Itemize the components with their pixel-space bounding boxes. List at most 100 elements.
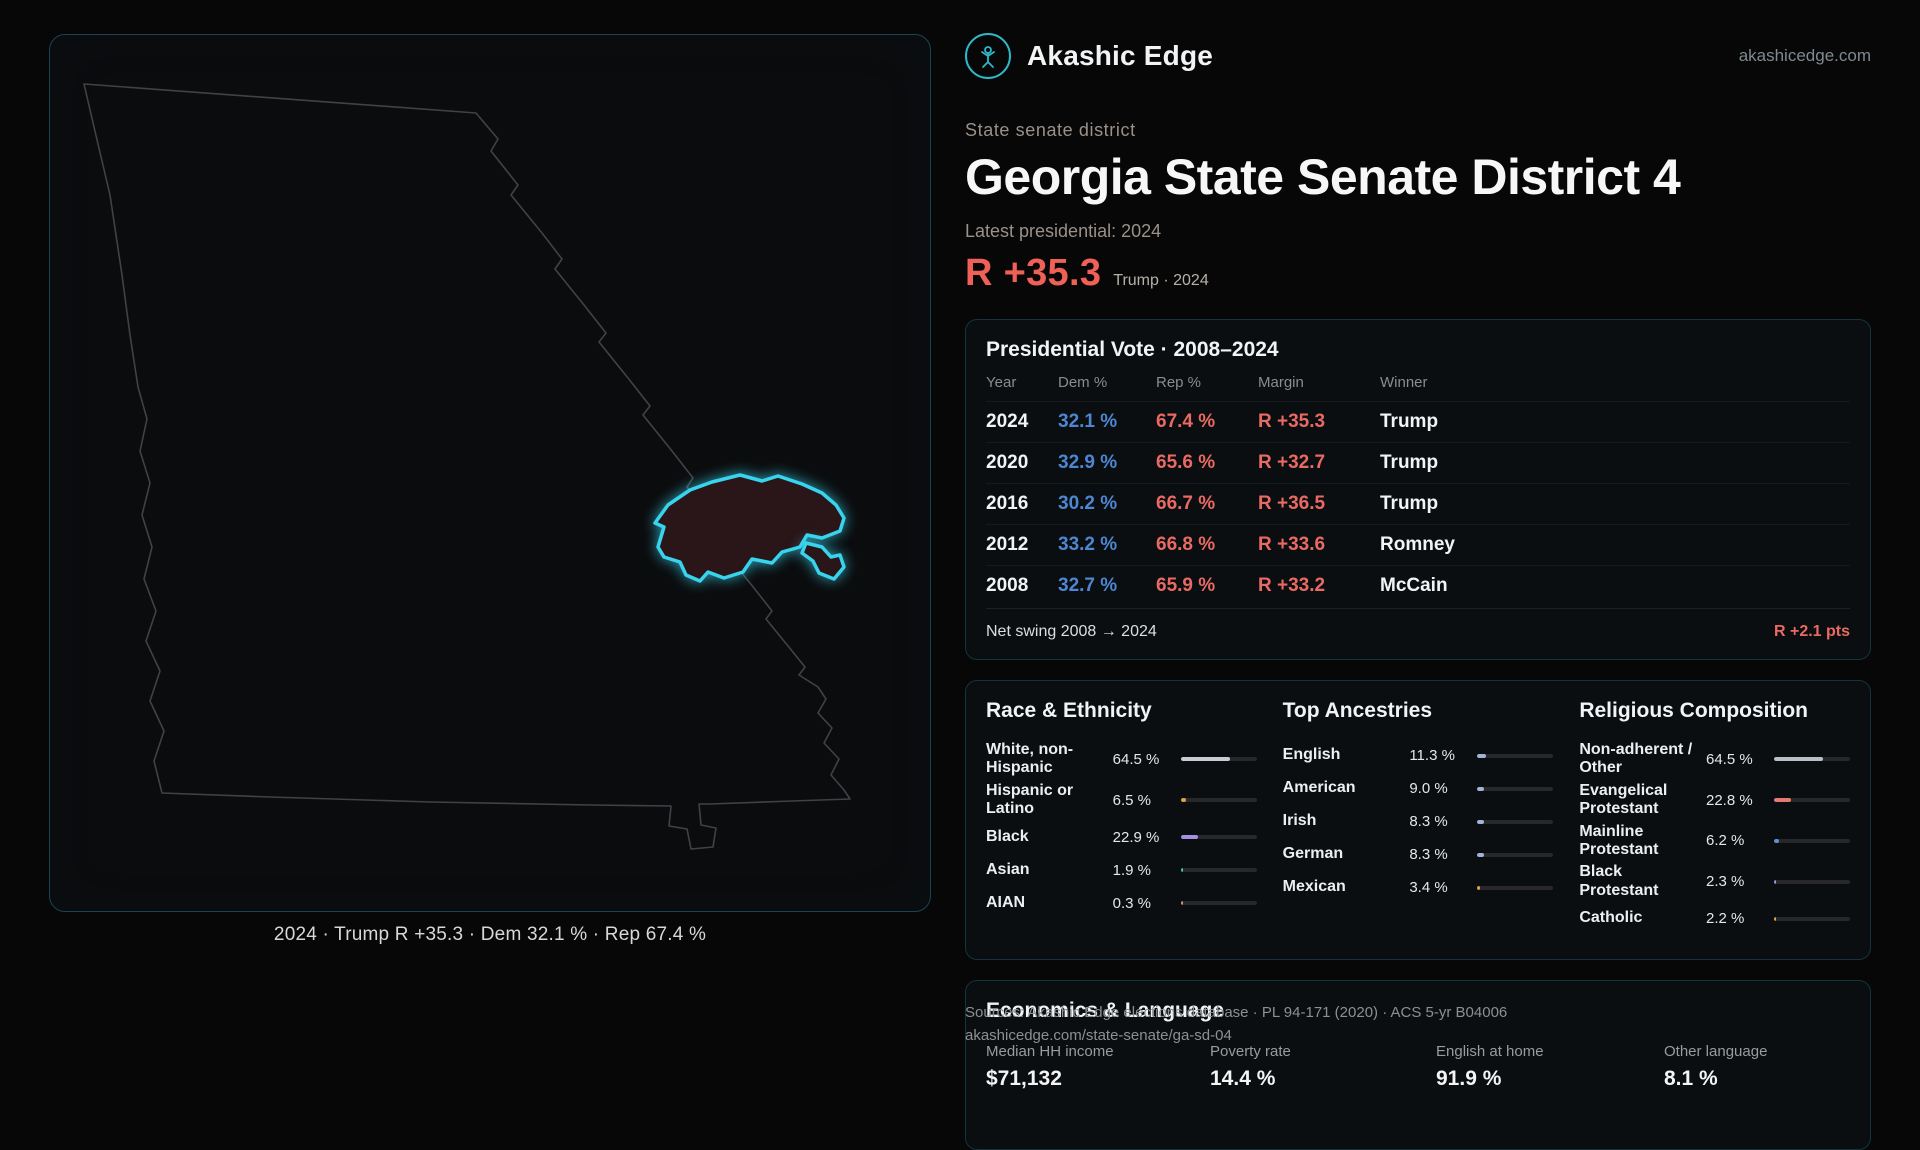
stat-block: English at home 91.9 % <box>1436 1043 1664 1091</box>
list-item: Black Protestant 2.3 % <box>1579 861 1850 902</box>
brand-name: Akashic Edge <box>1027 40 1214 71</box>
stat-bar <box>1773 916 1850 921</box>
net-swing-label: Net swing 2008 → 2024 <box>986 623 1157 640</box>
economics-title: Economics & Language <box>986 999 1225 1022</box>
list-item: AIAN 0.3 % <box>986 887 1257 920</box>
map-panel <box>49 34 931 912</box>
stat-value: 9.0 % <box>1409 780 1448 797</box>
presidential-vote-card: Presidential Vote · 2008–2024 Year Dem %… <box>965 319 1871 660</box>
stat-bar <box>1180 757 1257 762</box>
list-item: Mexican 3.4 % <box>1283 871 1554 904</box>
list-item: Non-adherent / Other 64.5 % <box>1579 739 1850 780</box>
cell-margin: R +33.6 <box>1258 534 1326 555</box>
list-item: Catholic 2.2 % <box>1579 902 1850 935</box>
cell-margin: R +32.7 <box>1258 452 1326 473</box>
stat-value: 8.3 % <box>1409 846 1448 863</box>
stat-block: Poverty rate 14.4 % <box>1210 1043 1436 1091</box>
table-row: 2012 33.2 % 66.8 % R +33.6 Romney <box>986 524 1850 565</box>
footer-sources: Sources: Akashic Edge elections database… <box>965 1001 1871 1048</box>
stat-value: 8.1 % <box>1664 1067 1718 1090</box>
stat-value: 14.4 % <box>1210 1067 1276 1090</box>
col-rep: Rep % <box>1156 374 1202 391</box>
stat-value: 8.3 % <box>1409 813 1448 830</box>
stat-label: Poverty rate <box>1210 1043 1291 1060</box>
list-item: Hispanic or Latino 6.5 % <box>986 780 1257 821</box>
brand-logo-icon <box>965 33 1011 79</box>
top-ancestries-section: Top Ancestries English 11.3 % American 9… <box>1283 699 1554 935</box>
stat-label: Non-adherent / Other <box>1579 741 1693 777</box>
list-item: Evangelical Protestant 22.8 % <box>1579 780 1850 821</box>
col-dem: Dem % <box>1058 374 1108 391</box>
district-4-annex-shape[interactable] <box>800 541 846 581</box>
stat-bar <box>1773 838 1850 843</box>
stat-label: English at home <box>1436 1043 1544 1060</box>
race-ethnicity-section: Race & Ethnicity White, non-Hispanic 64.… <box>986 699 1257 935</box>
col-margin: Margin <box>1258 374 1304 391</box>
stat-bar <box>1477 786 1554 791</box>
stat-bar <box>1773 879 1850 884</box>
cell-margin: R +36.5 <box>1258 493 1326 514</box>
georgia-map <box>83 83 851 850</box>
stat-label: White, non-Hispanic <box>986 741 1074 777</box>
cell-year: 2016 <box>986 493 1029 514</box>
table-row: 2016 30.2 % 66.7 % R +36.5 Trump <box>986 483 1850 524</box>
stat-label: Asian <box>986 860 1030 878</box>
stat-label: Catholic <box>1579 909 1643 927</box>
col-year: Year <box>986 374 1017 391</box>
cell-year: 2020 <box>986 452 1029 473</box>
cell-rep: 66.8 % <box>1156 534 1216 555</box>
stat-bar <box>1180 835 1257 840</box>
cell-winner: Trump <box>1380 411 1439 432</box>
stat-label: Other language <box>1664 1043 1768 1060</box>
cell-rep: 65.6 % <box>1156 452 1216 473</box>
cell-winner: Romney <box>1380 534 1455 555</box>
stat-value: 64.5 % <box>1705 750 1753 768</box>
religion-title: Religious Composition <box>1579 699 1808 722</box>
margin-value: R +35.3 <box>965 252 1102 294</box>
stat-label: Black <box>986 827 1029 845</box>
stat-block: Other language 8.1 % <box>1664 1043 1850 1091</box>
stat-label: Mexican <box>1282 878 1346 896</box>
sources-line: Sources: Akashic Edge elections database… <box>965 1004 1508 1021</box>
stat-label: Irish <box>1282 812 1317 830</box>
stat-value: 22.9 % <box>1112 828 1160 846</box>
stat-label: Mainline Protestant <box>1579 822 1659 858</box>
stat-value: 6.5 % <box>1112 791 1152 809</box>
cell-dem: 32.7 % <box>1058 575 1118 596</box>
stat-bar <box>1477 885 1554 890</box>
cell-year: 2024 <box>986 411 1029 432</box>
district-4-shape[interactable] <box>653 473 846 583</box>
stat-value: 11.3 % <box>1409 747 1455 764</box>
presidential-table-header: Year Dem % Rep % Margin Winner <box>986 374 1850 401</box>
stat-label: Hispanic or Latino <box>986 781 1074 818</box>
stat-block: Median HH income $71,132 <box>986 1043 1210 1091</box>
brand-row: Akashic Edge akashicedge.com <box>965 32 1871 80</box>
cell-year: 2012 <box>986 534 1029 555</box>
page-title: Georgia State Senate District 4 <box>965 149 1681 205</box>
cell-margin: R +33.2 <box>1258 575 1326 596</box>
district-type-kicker: State senate district <box>965 120 1136 140</box>
list-item: American 9.0 % <box>1283 772 1554 805</box>
stat-value: 0.3 % <box>1112 894 1152 912</box>
ancestries-title: Top Ancestries <box>1282 699 1433 722</box>
stat-bar <box>1773 757 1850 762</box>
table-row: 2024 32.1 % 67.4 % R +35.3 Trump <box>986 401 1850 442</box>
brand-site-link[interactable]: akashicedge.com <box>1738 46 1871 65</box>
stat-value: 3.4 % <box>1409 879 1448 896</box>
stat-bar <box>1180 868 1257 873</box>
stat-label: Evangelical Protestant <box>1579 781 1668 818</box>
permalink-url[interactable]: akashicedge.com/state-senate/ga-sd-04 <box>965 1027 1232 1045</box>
col-winner: Winner <box>1380 374 1428 391</box>
cell-dem: 32.9 % <box>1058 452 1118 473</box>
list-item: Black 22.9 % <box>986 821 1257 854</box>
stat-label: AIAN <box>986 893 1026 911</box>
presidential-card-title: Presidential Vote · 2008–2024 <box>986 338 1279 361</box>
cell-rep: 67.4 % <box>1156 411 1216 432</box>
list-item: Asian 1.9 % <box>986 854 1257 887</box>
stat-value: $71,132 <box>986 1067 1062 1090</box>
stat-bar <box>1180 901 1257 906</box>
stat-value: 2.3 % <box>1705 873 1745 891</box>
cell-margin: R +35.3 <box>1258 411 1326 432</box>
race-title: Race & Ethnicity <box>986 699 1152 722</box>
cell-rep: 65.9 % <box>1156 575 1216 596</box>
